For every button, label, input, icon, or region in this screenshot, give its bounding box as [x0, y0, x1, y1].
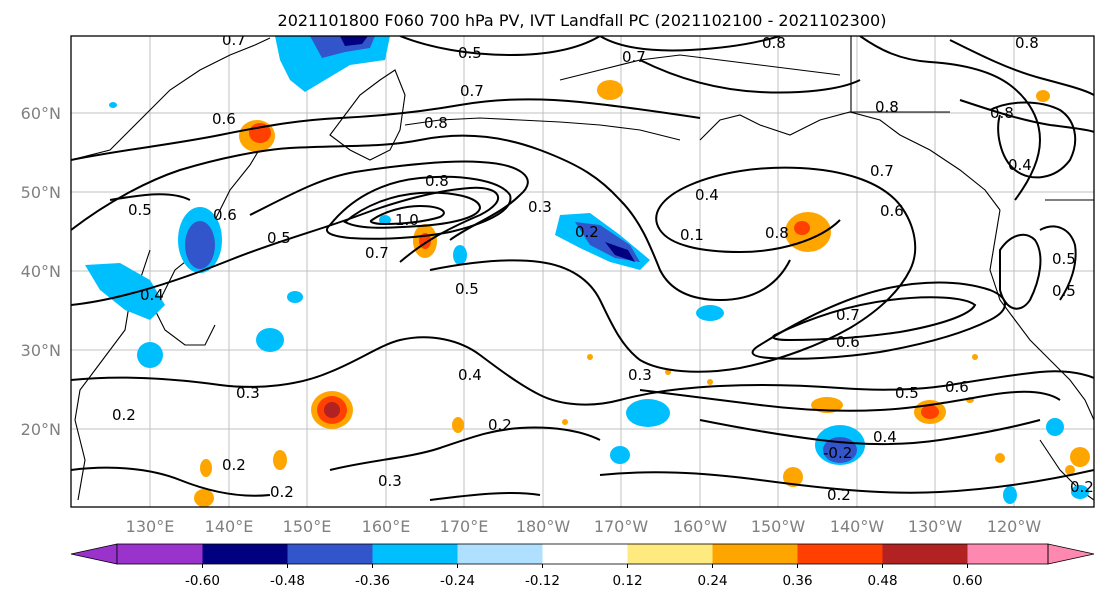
lon-label: 170°W: [594, 517, 649, 536]
contour-label: 0.7: [622, 48, 646, 66]
contour-label: 0.5: [895, 384, 919, 402]
colorbar-segment: [202, 544, 288, 564]
colorbar: -0.60 -0.48 -0.36 -0.24 -0.12 0.12 0.24 …: [70, 543, 1095, 589]
lat-label: 30°N: [21, 341, 61, 360]
colorbar-segment: [797, 544, 883, 564]
colorbar-segment: [627, 544, 713, 564]
contour-label: 0.7: [870, 162, 894, 180]
contour-label: 0.7: [836, 306, 860, 324]
contour-label: 0.8: [1015, 34, 1039, 52]
contour-label: -0.2: [823, 444, 852, 462]
lon-label: 120°W: [987, 517, 1042, 536]
contour-label: 0.7: [365, 244, 389, 262]
colorbar-segment: [287, 544, 373, 564]
contour-label: 0.1: [680, 226, 704, 244]
pv-contours: [71, 36, 1094, 501]
contour-label: 0.7: [222, 31, 246, 49]
colorbar-tick-label: -0.24: [440, 573, 475, 589]
colorbar-min-extend: [70, 543, 118, 565]
lon-label: 140°E: [205, 517, 254, 536]
contour-label: 0.3: [378, 472, 402, 490]
contour-label: 0.2: [1070, 478, 1094, 496]
contour-label: 0.5: [128, 201, 152, 219]
lon-label: 180°W: [516, 517, 571, 536]
colorbar-segment: [372, 544, 458, 564]
colorbar-tick-label: 0.24: [697, 573, 727, 589]
colorbar-tick-label: 0.12: [612, 573, 642, 589]
contour-label: 0.8: [875, 98, 899, 116]
contour-label: 0.6: [836, 333, 860, 351]
contour-label: 0.2: [575, 223, 599, 241]
contour-label: 0.8: [762, 34, 786, 52]
colorbar-tick-label: -0.12: [525, 573, 560, 589]
colorbar-segment: [712, 544, 798, 564]
positive-anomalies: [194, 80, 1090, 507]
contour-label: 0.6: [213, 206, 237, 224]
colorbar-segment: [967, 544, 1048, 564]
contour-label: 0.5: [267, 229, 291, 247]
contour-label: 0.4: [458, 366, 482, 384]
colorbar-tick-label: -0.36: [355, 573, 390, 589]
contour-label: 0.6: [880, 202, 904, 220]
lon-label: 140°W: [830, 517, 885, 536]
contour-labels: 0.7 0.5 0.7 0.8 0.6 0.7 0.8 0.8 0.8 0.8 …: [112, 31, 1094, 504]
contour-label: 0.5: [458, 44, 482, 62]
contour-label: 0.2: [488, 416, 512, 434]
map-frame: [70, 35, 1095, 508]
contour-label: 0.8: [765, 224, 789, 242]
colorbar-segment: [117, 544, 203, 564]
map-panel: 0.7 0.5 0.7 0.8 0.6 0.7 0.8 0.8 0.8 0.8 …: [70, 31, 1095, 508]
lat-label: 60°N: [21, 104, 61, 123]
contour-label: 0.4: [873, 428, 897, 446]
colorbar-segment: [542, 544, 628, 564]
contour-label: 0.2: [112, 406, 136, 424]
contour-label: 0.4: [140, 286, 164, 304]
colorbar-max-extend: [1047, 543, 1095, 565]
contour-label: 1.0: [395, 211, 419, 229]
chart-title: 2021101800 F060 700 hPa PV, IVT Landfall…: [278, 11, 887, 30]
contour-label: 0.5: [1052, 282, 1076, 300]
lon-label: 170°E: [440, 517, 489, 536]
lon-label: 150°W: [751, 517, 806, 536]
lon-label: 130°W: [908, 517, 963, 536]
lon-label: 150°E: [283, 517, 332, 536]
contour-label: 0.3: [528, 198, 552, 216]
longitude-labels: 130°E 140°E 150°E 160°E 170°E 180°W 170°…: [126, 517, 1042, 536]
contour-label: 0.8: [424, 114, 448, 132]
contour-label: 0.2: [270, 483, 294, 501]
lat-label: 20°N: [21, 420, 61, 439]
contour-label: 0.8: [425, 172, 449, 190]
lon-label: 130°E: [126, 517, 175, 536]
colorbar-tick-label: -0.48: [270, 573, 305, 589]
contour-label: 0.3: [628, 366, 652, 384]
colorbar-frame: [116, 543, 1049, 565]
lat-label: 50°N: [21, 183, 61, 202]
contour-label: 0.4: [695, 186, 719, 204]
contour-label: 0.5: [1052, 250, 1076, 268]
colorbar-tick-label: -0.60: [185, 573, 220, 589]
lat-label: 40°N: [21, 262, 61, 281]
contour-label: 0.3: [236, 384, 260, 402]
contour-label: 0.5: [455, 280, 479, 298]
colorbar-segment: [457, 544, 543, 564]
contour-label: 0.4: [1008, 156, 1032, 174]
contour-label: 0.8: [990, 104, 1014, 122]
contour-label: 0.6: [212, 110, 236, 128]
colorbar-tick-label: 0.60: [952, 573, 982, 589]
negative-anomalies: [85, 36, 1089, 504]
colorbar-segment: [882, 544, 968, 564]
colorbar-tick-label: 0.48: [867, 573, 897, 589]
contour-label: 0.6: [945, 378, 969, 396]
colorbar-tick-label: 0.36: [782, 573, 812, 589]
lon-label: 160°W: [673, 517, 728, 536]
contour-label: 0.2: [827, 486, 851, 504]
contour-label: 0.2: [222, 456, 246, 474]
colorbar-ticks: -0.60 -0.48 -0.36 -0.24 -0.12 0.12 0.24 …: [185, 564, 983, 589]
latitude-labels: 60°N 50°N 40°N 30°N 20°N: [21, 104, 61, 439]
contour-label: 0.7: [460, 82, 484, 100]
lon-label: 160°E: [362, 517, 411, 536]
